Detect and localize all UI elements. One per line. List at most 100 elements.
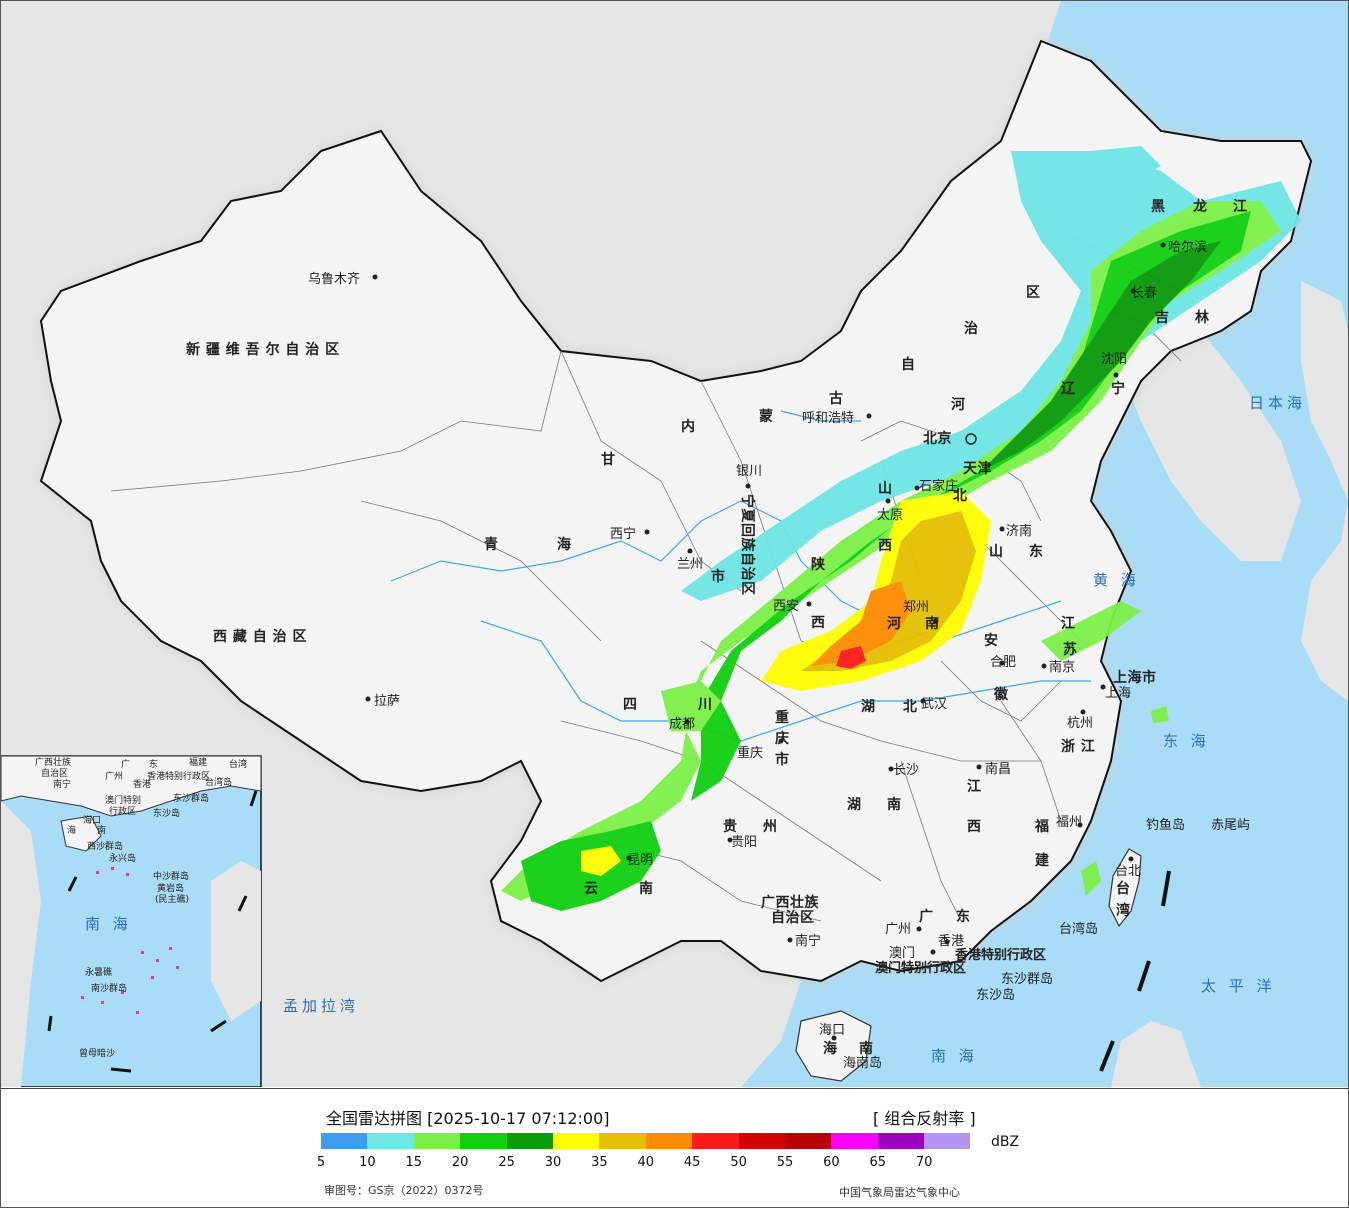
echo-dark-green: [981, 241, 1221, 471]
city-lhasa: 拉萨: [374, 694, 400, 709]
prov-guizhou-1: 贵: [723, 818, 738, 835]
dbz-swatch: [599, 1133, 646, 1149]
island-chiwei: 赤尾屿: [1211, 818, 1250, 833]
dbz-tick-label: 60: [823, 1155, 840, 1170]
inset-hainan-2: 南: [97, 824, 106, 836]
city-yinchuan: 银川: [736, 464, 762, 479]
prov-yunnan-1: 云: [584, 881, 599, 897]
inset-hainan: 海: [67, 824, 76, 836]
inset-xisha: 西沙群岛: [87, 840, 123, 852]
prov-guizhou-2: 州: [762, 819, 778, 835]
prov-chongqing-3: 市: [775, 751, 790, 768]
inset-minzhujiao: (民主礁): [155, 893, 189, 905]
inset-nanhai: 南 海: [85, 915, 132, 933]
dbz-tick-label: 55: [776, 1155, 794, 1170]
echo-coast-jiangsu: [1041, 601, 1141, 661]
dbz-tick-label: 25: [498, 1155, 515, 1170]
prov-guangdong-1: 广: [919, 908, 934, 925]
prov-guangxi-2: 自治区: [771, 909, 815, 926]
prov-ningxia: 宁夏回族自治区: [739, 494, 756, 596]
prov-sichuan-2: 川: [697, 697, 713, 713]
prov-anhui-2: 徽: [993, 686, 1009, 703]
sea-labels: 日本海 黄 海 东 海 太 平 洋 南 海 孟加拉湾: [283, 394, 1302, 1065]
prov-xinjiang: 新 疆 维 吾 尔 自 治 区: [186, 341, 340, 358]
prov-heilongjiang-1: 黑: [1151, 199, 1166, 215]
prov-heilongjiang-3: 江: [1233, 198, 1248, 215]
prov-henan-2: 南: [925, 615, 940, 632]
prov-jiangxi-1: 江: [967, 778, 982, 795]
dbz-tick-label: 40: [637, 1155, 655, 1170]
prov-shandong-2: 东: [1029, 543, 1044, 560]
prov-hebei-1: 河: [951, 396, 966, 413]
prov-shandong-1: 山: [989, 544, 1004, 560]
inset-fujian: 福建: [189, 756, 207, 768]
city-lanzhou: 兰州: [677, 557, 703, 572]
prov-neimenggu-5: 治: [964, 320, 979, 337]
prov-shaanxi-1: 陕: [811, 556, 826, 573]
city-changchun: 长春: [1131, 286, 1157, 301]
prov-chongqing-1: 重: [775, 709, 790, 726]
inset-labels: 广西壮族 自治区 南宁 广 东 福建 台湾 广州 香港 香港特别行政区 台湾岛 …: [35, 756, 247, 1059]
prov-heilongjiang-2: 龙: [1192, 198, 1208, 215]
inset-huangyan: 黄岩岛: [157, 882, 184, 894]
city-haikou: 海口: [819, 1023, 845, 1038]
city-zhengzhou: 郑州: [903, 600, 929, 615]
inset-guangxi-2: 自治区: [41, 767, 68, 779]
city-taibei: 台北: [1115, 864, 1141, 879]
prov-shaanxi-2: 西: [811, 615, 826, 631]
dbz-color-scale: [321, 1133, 971, 1149]
city-fuzhou: 福州: [1056, 815, 1082, 830]
province-labels: 新 疆 维 吾 尔 自 治 区 西 藏 自 治 区 青 海 甘 内 蒙 古 自 …: [186, 198, 1248, 1057]
dbz-tick-label: 10: [359, 1155, 376, 1170]
prov-hunan-2: 南: [887, 796, 902, 813]
foreign-land-korea: [1121, 301, 1301, 561]
city-markers: [365, 242, 1166, 1041]
prov-shanxi-1: 山: [878, 481, 893, 497]
city-wuhan: 武汉: [921, 697, 947, 712]
prov-hubei-2: 北: [903, 699, 918, 715]
prov-shanxi-2: 西: [878, 538, 893, 554]
inset-aomen-2: 行政区: [109, 805, 136, 817]
sar-hk: 香港特别行政区: [954, 947, 1046, 963]
prov-taiwan-1: 台: [1116, 880, 1131, 897]
city-xianggang: 香港: [938, 934, 964, 949]
inset-zhongsha: 中沙群岛: [153, 870, 189, 882]
sea-nanhai: 南 海: [931, 1047, 978, 1065]
prov-liaoning-1: 辽: [1061, 381, 1076, 397]
sea-huanghai: 黄 海: [1093, 571, 1140, 589]
product-name: [ 组合反射率 ]: [873, 1109, 976, 1128]
city-guangzhou: 广州: [885, 922, 911, 937]
prov-hebei-2: 北: [953, 488, 968, 504]
dbz-swatch: [924, 1133, 971, 1149]
inset-guangzhou: 广州: [105, 770, 123, 782]
prov-fujian-2: 建: [1035, 852, 1050, 869]
prov-jiangsu-2: 苏: [1063, 641, 1078, 658]
prov-hubei-1: 湖: [861, 699, 876, 715]
sea-donghai: 东 海: [1163, 732, 1210, 750]
prov-chongqing-2: 庆: [775, 730, 790, 747]
prov-jilin-2: 林: [1195, 309, 1210, 326]
radar-echoes: [501, 146, 1301, 911]
dbz-swatch: [831, 1133, 878, 1149]
dbz-tick-label: 20: [451, 1155, 469, 1170]
prov-jilin-1: 吉: [1155, 309, 1170, 326]
inset-xianggang: 香港: [133, 778, 151, 790]
prov-qinghai-1: 青: [484, 536, 499, 553]
prov-qinghai-2: 海: [557, 536, 572, 553]
dbz-swatch: [506, 1133, 553, 1149]
prov-gansu: 甘: [601, 451, 616, 468]
dbz-tick-label: 50: [730, 1155, 747, 1170]
city-shanghai: 上海: [1105, 686, 1131, 701]
radar-map: 新 疆 维 吾 尔 自 治 区 西 藏 自 治 区 青 海 甘 内 蒙 古 自 …: [1, 1, 1348, 1087]
echo-zhejiang: [1151, 706, 1169, 723]
inset-nanning: 南宁: [53, 778, 71, 790]
dbz-swatch: [784, 1133, 832, 1149]
city-hefei: 合肥: [990, 655, 1016, 670]
inset-taiwan: 台湾: [229, 758, 247, 770]
sea-taipingyang: 太 平 洋: [1201, 977, 1276, 995]
city-jinan: 济南: [1006, 523, 1032, 539]
review-number: 审图号：GS京（2022）0372号: [324, 1184, 484, 1197]
prov-zhejiang: 浙 江: [1061, 738, 1095, 755]
prov-neimenggu-2: 蒙: [759, 408, 774, 425]
